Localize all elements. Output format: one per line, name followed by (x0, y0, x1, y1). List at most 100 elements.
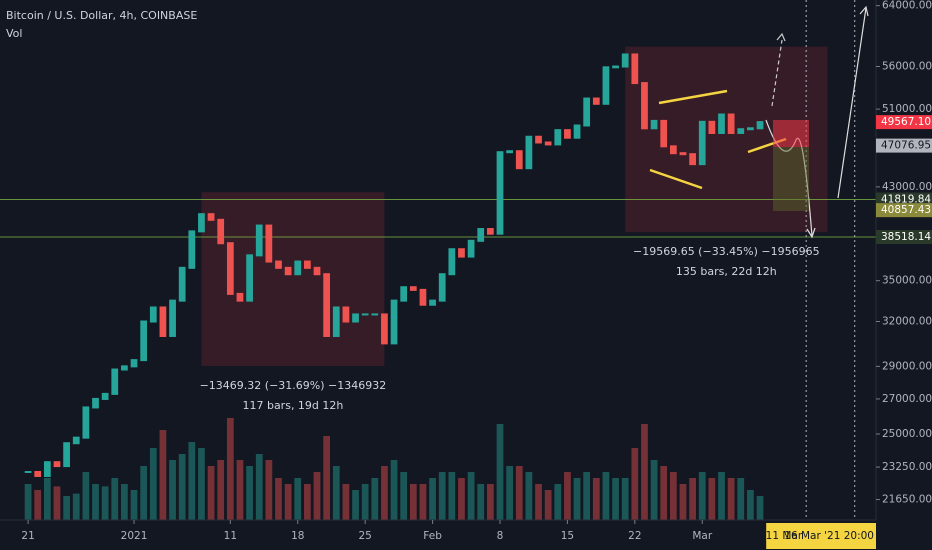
candle (246, 254, 253, 302)
candle (650, 119, 658, 130)
volume-bar (467, 472, 475, 520)
price-tag-label: 47076.95 (881, 140, 931, 152)
candle (429, 299, 436, 306)
y-tick-label: 21650.00 (882, 494, 932, 506)
candle (506, 150, 513, 154)
volume-bar (525, 472, 533, 520)
candle (226, 242, 234, 295)
candle (121, 365, 128, 371)
volume-bar (313, 472, 321, 520)
volume-layer (24, 418, 764, 520)
candle (486, 228, 494, 235)
volume-bar (24, 484, 32, 520)
candle (467, 239, 475, 258)
measure-sublabel: 117 bars, 19d 12h (242, 399, 343, 412)
candle (381, 313, 388, 345)
volume-bar (708, 478, 716, 520)
candle (313, 266, 321, 276)
candle (149, 306, 157, 323)
volume-bar (198, 448, 205, 520)
candle (737, 128, 745, 134)
candle (111, 368, 119, 395)
candle (140, 320, 148, 362)
candle (284, 266, 292, 276)
candle (352, 313, 359, 323)
trend-line (658, 89, 728, 105)
x-tick-label: 22 (628, 530, 641, 542)
y-tick-label: 25000.00 (882, 428, 932, 440)
volume-bar (679, 484, 687, 520)
candle (323, 273, 331, 337)
position-target (773, 147, 809, 211)
volume-bar (496, 424, 504, 520)
y-tick-label: 23250.00 (882, 461, 932, 473)
candle (756, 121, 764, 130)
candle (544, 141, 552, 146)
volume-bar (544, 490, 552, 520)
candle (669, 145, 677, 155)
position-loss (773, 120, 809, 147)
candle (438, 273, 446, 302)
candle (332, 306, 340, 337)
volume-bar (361, 484, 369, 520)
volume-bar (169, 460, 176, 520)
candle (554, 129, 562, 146)
volume-bar (448, 472, 456, 520)
volume-bar (515, 466, 523, 520)
y-tick-label: 35000.00 (882, 275, 932, 287)
volume-bar (265, 460, 273, 520)
candle (178, 266, 186, 302)
y-tick-label: 43000.00 (882, 181, 932, 193)
candle (496, 151, 504, 235)
candle (63, 442, 70, 468)
candle (92, 397, 99, 409)
candle (660, 119, 668, 148)
axis-layer: 64000.00 56000.00 51000.00 43000.00 35000.00… (21, 0, 932, 549)
price-tag (876, 230, 932, 245)
trend-line (649, 168, 703, 190)
candle (53, 461, 61, 468)
price-tag-label: 40857.43 (881, 204, 931, 216)
background-layer: −13469.32 (−31.69%) −1346932 117 bars, 19… (0, 0, 876, 520)
volume-bar (246, 466, 253, 520)
volume-bar (72, 493, 80, 520)
range-label: 16 Mar '21 20:00 (784, 530, 874, 542)
arrow-head (859, 5, 869, 17)
candle (727, 113, 735, 134)
candle (583, 97, 591, 127)
volume-bar (689, 478, 696, 520)
volume-bar (535, 484, 542, 520)
measure-label: −13469.32 (−31.69%) −1346932 (200, 379, 387, 392)
x-tick-label: Feb (423, 530, 442, 542)
volume-bar (342, 484, 350, 520)
range-highlight (766, 523, 876, 549)
candle (631, 53, 639, 85)
volume-bar (236, 460, 244, 520)
volume-bar (747, 490, 754, 520)
volume-bar (53, 486, 61, 520)
volume-bar (294, 478, 302, 520)
price-tag-label: 41819.84 (881, 194, 931, 206)
range-label: 11 Mar (766, 530, 803, 542)
volume-bar (650, 460, 658, 520)
volume-bar (332, 466, 340, 520)
price-layer (24, 53, 764, 477)
volume-bar (660, 466, 668, 520)
candle (718, 113, 725, 134)
x-tick-label: 25 (358, 530, 371, 542)
candle (72, 436, 80, 445)
candle (525, 135, 533, 170)
volume-bar (583, 472, 591, 520)
volume-bar (409, 484, 417, 520)
candle (255, 224, 263, 257)
candle (612, 65, 619, 69)
candle (101, 392, 109, 400)
price-tag (876, 192, 932, 207)
candle (207, 213, 215, 221)
candle (361, 313, 369, 316)
volume-bar (352, 490, 359, 520)
arrow-head (776, 32, 786, 42)
volume-bar (486, 484, 494, 520)
volume-bar (429, 478, 436, 520)
candle (400, 286, 408, 302)
